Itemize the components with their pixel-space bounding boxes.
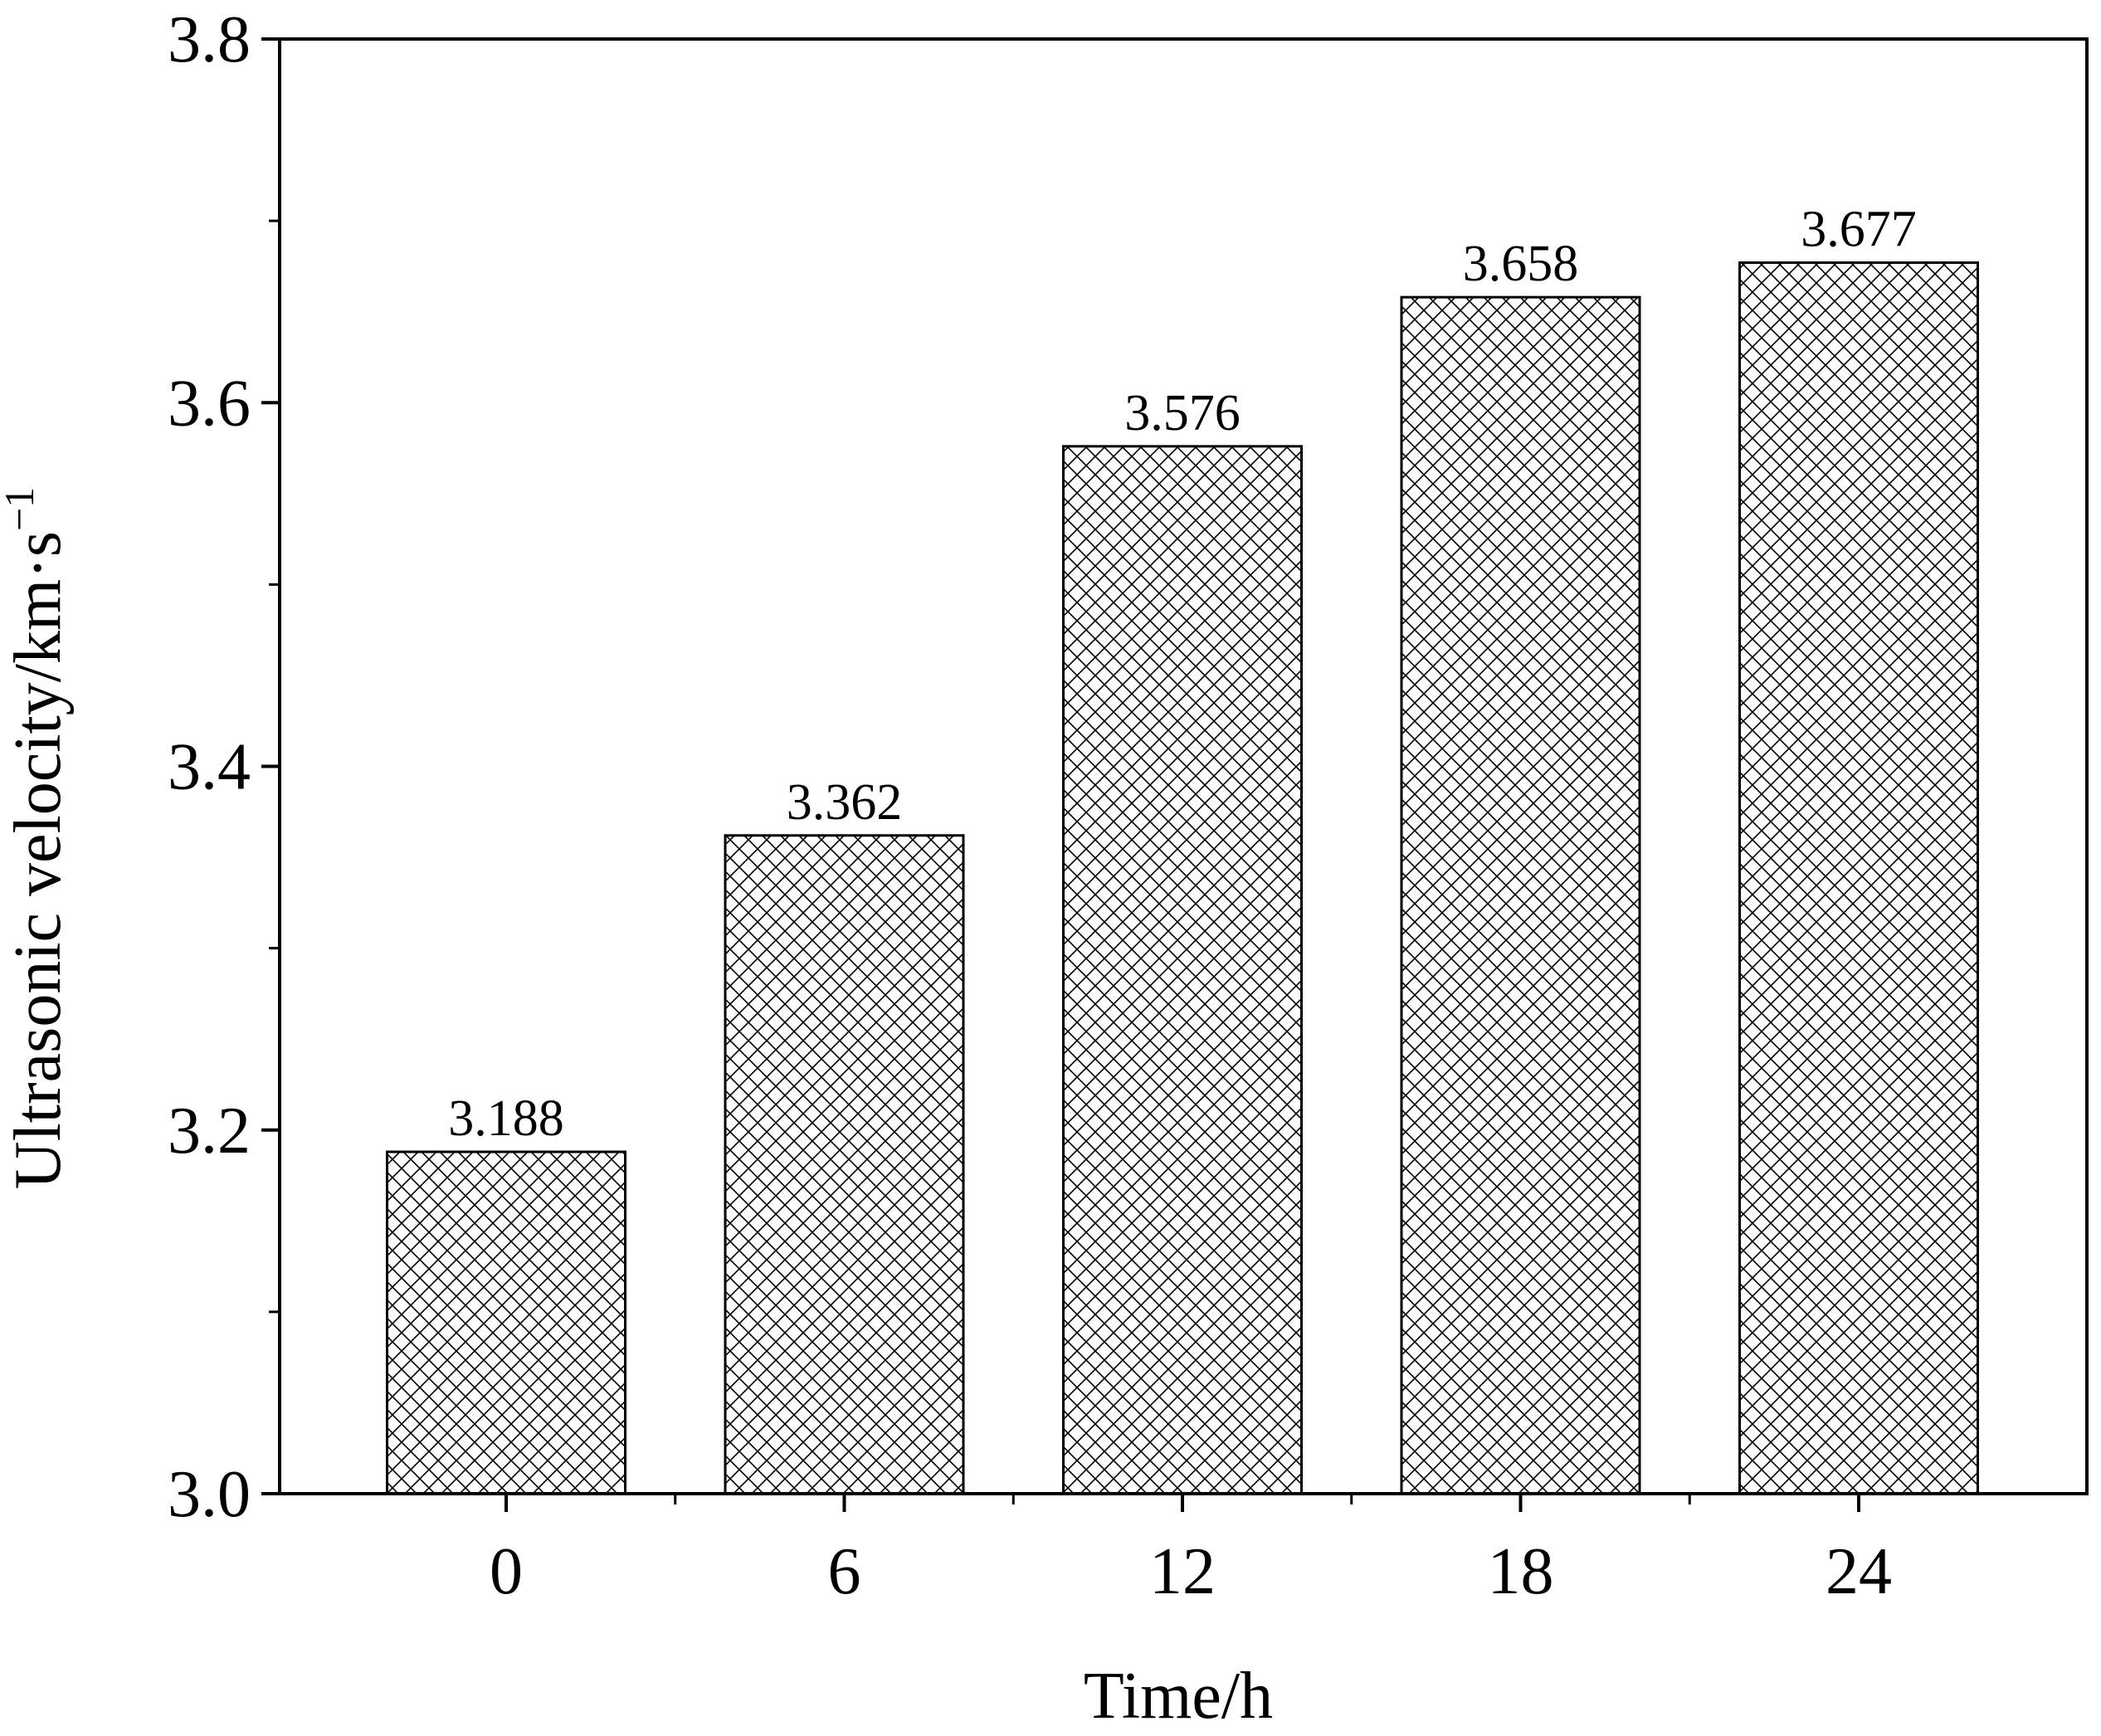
x-tick-label-18: 18 [1488,1535,1554,1608]
x-tick-label-0: 0 [490,1535,523,1608]
data-label-0: 3.188 [448,1090,564,1147]
axes-layer: 3.0 3.2 3.4 3.6 3.8 0 6 12 18 24 [168,3,2089,1608]
y-axis-title: Ultrasonic velocity/km·s−1 [0,487,75,1189]
data-label-6: 3.362 [787,774,903,831]
data-label-24: 3.677 [1801,202,1917,258]
y-axis-title-main: Ultrasonic velocity/km·s [2,531,75,1189]
bar-24 [1738,261,1979,1495]
data-labels-layer: 3.188 3.362 3.576 3.658 3.677 [448,202,1917,1148]
bar-12 [1062,445,1303,1495]
y-tick-label-3.6: 3.6 [168,367,251,440]
y-tick-label-3.4: 3.4 [168,731,251,804]
bar-0 [386,1150,626,1495]
y-tick-label-3.2: 3.2 [168,1095,251,1168]
bar-18 [1400,295,1641,1495]
bars-layer [386,261,1979,1495]
y-tick-label-3.8: 3.8 [168,3,251,76]
data-label-18: 3.658 [1463,236,1579,292]
x-tick-label-6: 6 [828,1535,861,1608]
x-tick-label-24: 24 [1826,1535,1892,1608]
data-label-12: 3.576 [1124,385,1241,441]
y-axis-title-superscript: −1 [0,487,42,531]
bar-6 [724,834,965,1495]
y-tick-label-3.0: 3.0 [168,1458,251,1531]
x-axis-title: Time/h [1084,1660,1273,1733]
x-tick-label-12: 12 [1149,1535,1216,1608]
